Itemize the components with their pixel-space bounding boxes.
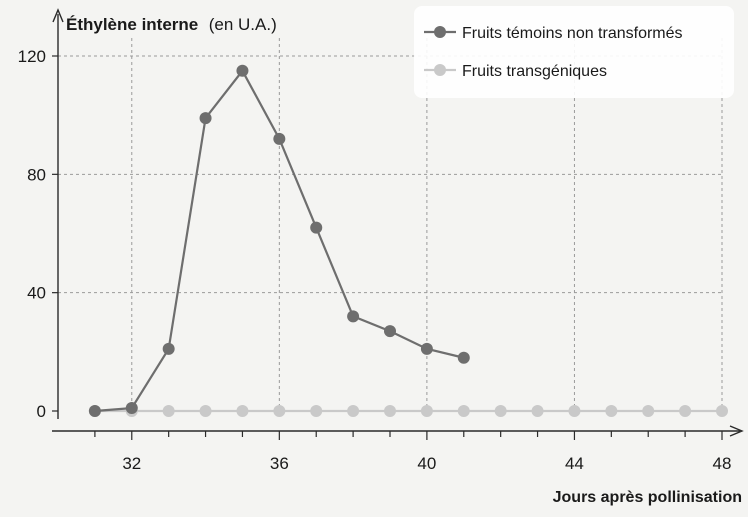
- x-axis-arrow: [729, 425, 744, 437]
- data-point: [679, 405, 692, 417]
- y-tick-label: 120: [18, 47, 46, 66]
- data-point: [162, 405, 175, 417]
- x-tick-label: 48: [713, 454, 732, 473]
- data-point: [125, 402, 138, 415]
- data-point: [310, 405, 323, 417]
- y-axis-arrow: [52, 8, 64, 23]
- data-point: [457, 351, 470, 364]
- y-axis-label-unit: (en U.A.): [209, 15, 277, 34]
- data-point: [716, 405, 728, 417]
- data-point: [162, 342, 175, 355]
- data-point: [568, 405, 581, 417]
- data-point: [199, 405, 212, 417]
- legend-label: Fruits témoins non transformés: [462, 25, 683, 42]
- data-point: [273, 405, 286, 417]
- data-point: [494, 405, 507, 417]
- data-point: [531, 405, 544, 417]
- data-point: [199, 112, 212, 125]
- data-point: [88, 405, 101, 417]
- legend-box: [414, 6, 734, 98]
- series-layer: [88, 64, 728, 417]
- data-point: [605, 405, 618, 417]
- axes: 0 40 80 120 32 36 40 44 48: [18, 8, 744, 473]
- y-axis-label-main: Éthylène interne: [66, 15, 198, 34]
- x-tick-label: 40: [417, 454, 436, 473]
- data-point: [347, 310, 360, 323]
- y-tick-label: 40: [27, 284, 46, 303]
- data-point: [236, 64, 249, 77]
- x-tick-label: 36: [270, 454, 289, 473]
- data-point: [457, 405, 470, 417]
- data-point: [420, 405, 433, 417]
- legend-label: Fruits transgéniques: [462, 63, 607, 80]
- series-line: [94, 68, 465, 413]
- y-tick-label: 80: [27, 165, 46, 184]
- x-tick-label: 44: [565, 454, 584, 473]
- data-point: [236, 405, 249, 417]
- data-point: [310, 221, 323, 234]
- data-point: [642, 405, 655, 417]
- data-point: [384, 405, 396, 417]
- data-point: [347, 405, 360, 417]
- data-point: [273, 132, 286, 145]
- labels: Éthylène interne (en U.A.) Jours après p…: [66, 15, 742, 506]
- data-point: [420, 342, 433, 355]
- legend-marker: [434, 64, 446, 76]
- y-axis-label: Éthylène interne (en U.A.): [66, 15, 277, 34]
- legend-marker: [434, 26, 446, 38]
- x-tick-label: 32: [122, 454, 141, 473]
- legend: Fruits témoins non transformés Fruits tra…: [414, 6, 734, 98]
- data-point: [384, 325, 396, 338]
- x-axis-label: Jours après pollinisation: [553, 489, 742, 506]
- y-tick-label: 0: [37, 402, 46, 421]
